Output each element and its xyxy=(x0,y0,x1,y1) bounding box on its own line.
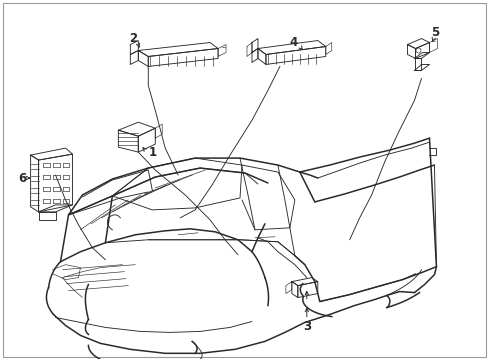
Text: 5: 5 xyxy=(430,26,439,39)
Text: 1: 1 xyxy=(148,145,156,159)
Text: 4: 4 xyxy=(289,36,297,49)
Text: 6: 6 xyxy=(19,171,27,185)
Text: 2: 2 xyxy=(129,32,137,45)
Text: 3: 3 xyxy=(302,320,310,333)
